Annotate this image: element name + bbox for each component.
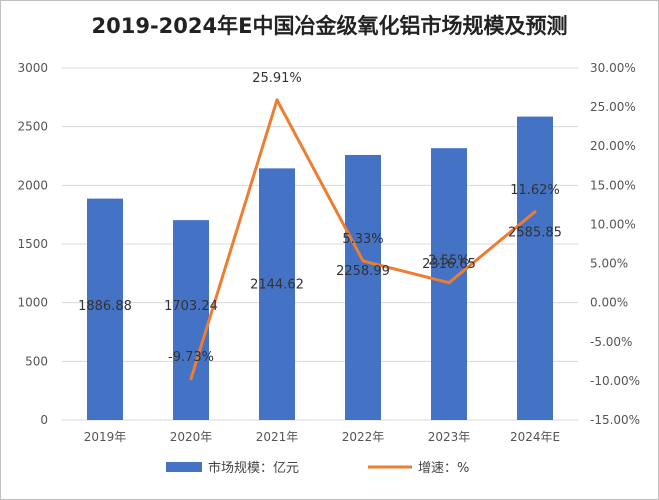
bar — [517, 116, 553, 420]
line-data-label: -9.73% — [168, 350, 214, 365]
line-point — [361, 259, 365, 263]
bar-data-label: 1886.88 — [78, 299, 132, 314]
bar-data-label: 2316.65 — [422, 257, 476, 272]
x-tick-label: 2019年 — [84, 430, 127, 444]
y-left-tick-label: 3000 — [17, 61, 48, 75]
y-right-tick-label: 25.00% — [590, 100, 636, 114]
line-data-label: 25.91% — [252, 71, 302, 86]
y-right-tick-label: 20.00% — [590, 139, 636, 153]
line-point — [275, 98, 279, 102]
line-point — [533, 210, 537, 214]
line-data-label: 11.62% — [510, 183, 560, 198]
y-right-tick-label: 5.00% — [590, 257, 628, 271]
x-tick-label: 2020年 — [170, 430, 213, 444]
legend-swatch-bars — [166, 462, 202, 472]
line-point — [189, 377, 193, 381]
x-tick-label: 2021年 — [256, 430, 299, 444]
y-left-tick-label: 2500 — [17, 120, 48, 134]
y-right-tick-label: 30.00% — [590, 61, 636, 75]
bar-data-label: 2585.85 — [508, 226, 562, 241]
y-left-tick-label: 0 — [40, 413, 48, 427]
legend-label-line: 增速：% — [418, 461, 469, 476]
legend-label-bars: 市场规模：亿元 — [208, 460, 299, 476]
y-left-tick-label: 500 — [25, 354, 48, 368]
y-right-tick-label: -15.00% — [590, 413, 640, 427]
bar-data-label: 2144.62 — [250, 277, 304, 292]
line-data-label: 2.55% — [428, 254, 469, 269]
y-left-tick-label: 1500 — [17, 237, 48, 251]
bar-data-label: 2258.99 — [336, 264, 390, 279]
bar — [345, 154, 381, 420]
y-right-tick-label: -5.00% — [590, 335, 632, 349]
y-right-tick-label: -10.00% — [590, 374, 640, 388]
line-data-label: 5.33% — [342, 232, 383, 247]
chart-title: 2019-2024年E中国冶金级氧化铝市场规模及预测 — [91, 14, 568, 38]
bar — [259, 168, 295, 420]
bar — [173, 220, 209, 420]
bar-data-label: 1703.24 — [164, 299, 218, 314]
y-right-tick-label: 0.00% — [590, 296, 628, 310]
x-tick-label: 2022年 — [342, 430, 385, 444]
y-right-tick-label: 10.00% — [590, 217, 636, 231]
y-left-tick-label: 1000 — [17, 296, 48, 310]
y-left-tick-label: 2000 — [17, 178, 48, 192]
x-tick-label: 2024年E — [510, 430, 560, 444]
bar — [87, 198, 123, 420]
y-right-tick-label: 15.00% — [590, 178, 636, 192]
x-tick-label: 2023年 — [428, 430, 471, 444]
line-point — [447, 281, 451, 285]
